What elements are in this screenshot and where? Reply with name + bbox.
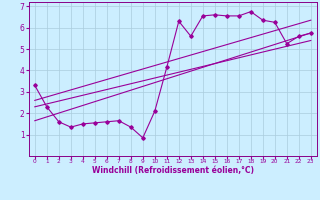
X-axis label: Windchill (Refroidissement éolien,°C): Windchill (Refroidissement éolien,°C) <box>92 166 254 175</box>
